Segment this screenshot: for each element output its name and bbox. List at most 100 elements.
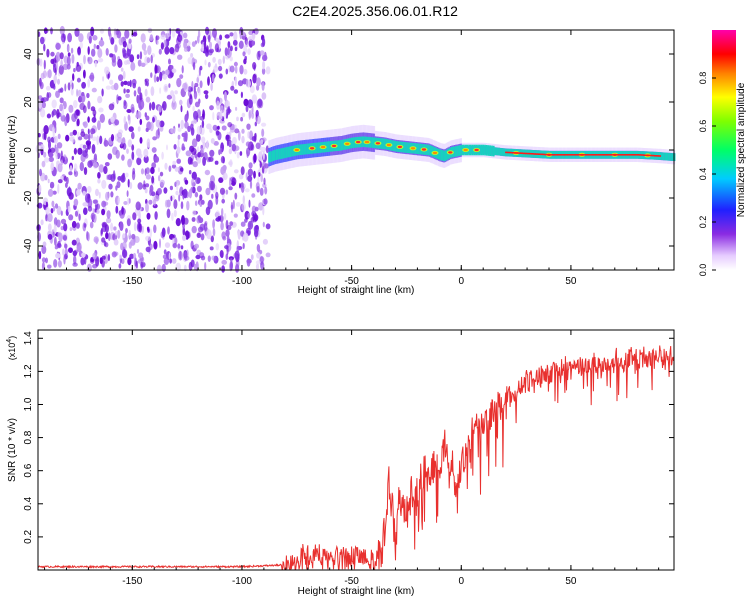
spectrogram-noise-cell (60, 226, 64, 231)
spectrogram-noise-cell (172, 243, 178, 249)
spectrogram-noise-cell (40, 36, 45, 45)
spectrogram-noise-cell (79, 102, 85, 111)
spectrogram-noise-cell (180, 105, 183, 113)
spectrogram-noise-cell (67, 32, 72, 43)
spectrogram-noise-cell (157, 105, 162, 113)
spectrogram-noise-cell (82, 121, 86, 126)
ridge-core (492, 145, 495, 157)
spectrogram-noise-cell (39, 82, 42, 87)
spectrogram-noise-cell (196, 156, 202, 164)
spectrogram-noise-cell (71, 155, 75, 161)
spectrogram-noise-cell (95, 188, 99, 197)
spectrogram-noise-cell (190, 123, 194, 131)
ridge-red-core (603, 154, 607, 156)
spectrogram-noise-cell (157, 167, 160, 173)
spectrogram-noise-cell (159, 87, 162, 94)
spectrogram-noise-cell (242, 51, 246, 57)
snr-x-tick-label: -150 (122, 576, 142, 587)
spectrogram-noise-cell (248, 109, 252, 119)
spectrogram-noise-cell (151, 162, 157, 169)
spectrogram-noise-cell (214, 160, 219, 165)
spectrogram-noise-cell (251, 105, 254, 115)
spectrogram-noise-cell (123, 80, 128, 86)
spectrogram-noise-cell (110, 191, 114, 198)
spectrogram-noise-cell (210, 138, 215, 144)
spectrogram-noise-cell (256, 77, 261, 87)
spectrogram-noise-cell (84, 193, 90, 203)
ridge-core (501, 148, 504, 156)
spectrogram-noise-cell (118, 37, 124, 46)
spectrogram-noise-cell (101, 237, 106, 243)
spectrogram-noise-cell (59, 52, 64, 60)
ridge-core (663, 152, 665, 161)
spectrogram-noise-cell (59, 103, 63, 112)
ridge-red-core (564, 154, 567, 156)
ridge-red-core (579, 154, 583, 156)
ridge-red-core (560, 154, 563, 156)
spectrogram-noise-cell (146, 57, 151, 64)
spectrogram-noise-cell (248, 162, 253, 169)
spectrogram-noise-cell (229, 221, 234, 227)
spectrogram-noise-cell (251, 112, 255, 119)
spectrogram-noise-cell (227, 41, 231, 49)
spectrogram-noise-cell (66, 63, 71, 70)
spectrogram-noise-cell (232, 199, 235, 210)
ridge-core (470, 144, 472, 156)
spectrogram-noise-cell (241, 112, 246, 118)
ridge-core (442, 150, 444, 161)
ridge-red-core (511, 152, 515, 154)
spectrogram-noise-cell (249, 85, 255, 94)
spectrogram-noise-cell (98, 191, 101, 199)
spectrogram-noise-cell (157, 187, 163, 195)
ridge-core (382, 138, 385, 150)
ridge-red-core (531, 153, 534, 155)
spectrogram-noise-cell (194, 101, 200, 108)
spectrogram-noise-cell (154, 156, 160, 163)
ridge-red-core (566, 154, 569, 156)
spectrogram-noise-cell (256, 186, 260, 193)
spectrogram-noise-cell (234, 124, 237, 129)
spectrogram-noise-cell (80, 93, 86, 103)
spectrogram-noise-cell (174, 43, 180, 53)
spectrogram-noise-cell (191, 217, 196, 222)
ridge-core (273, 150, 276, 161)
spectrogram-noise-cell (176, 146, 181, 155)
spectrogram-noise-cell (163, 39, 167, 48)
spectrogram-noise-cell (71, 54, 75, 64)
ridge-core (499, 148, 502, 156)
ridge-red-core (638, 154, 642, 156)
spectrogram-noise-cell (216, 111, 222, 120)
ridge-red-core (584, 154, 587, 156)
spectrogram-noise-cell (225, 219, 229, 230)
spectrogram-noise-cell (101, 208, 106, 216)
spectrogram-noise-cell (263, 198, 268, 205)
spectrogram-noise-cell (183, 40, 188, 49)
spectrogram-noise-cell (129, 253, 135, 259)
spectrogram-noise-cell (110, 222, 114, 232)
spectrogram-noise-cell (36, 224, 41, 232)
spectrogram-noise-cell (82, 144, 87, 149)
spectrogram-noise-cell (178, 123, 180, 129)
spectrogram-noise-cell (197, 215, 201, 221)
ridge-peak (432, 151, 438, 155)
ridge-red-core (551, 154, 554, 156)
spectrogram-noise-cell (191, 225, 197, 234)
spectrogram-noise-cell (200, 199, 205, 205)
spectrogram-noise-cell (246, 258, 251, 267)
spectrogram-noise-cell (87, 142, 91, 150)
ridge-core (454, 146, 457, 157)
spectrogram-noise-cell (99, 257, 103, 265)
spectrogram-noise-cell (91, 48, 96, 57)
spectrogram-noise-cell (128, 115, 131, 125)
ridge-core (503, 148, 506, 157)
ridge-peak (386, 143, 392, 147)
spectrogram-noise-cell (205, 26, 210, 35)
ridge-core (275, 149, 278, 160)
spectrogram-noise-cell (248, 38, 254, 48)
spectrogram-noise-cell (111, 59, 117, 67)
spectrogram-noise-cell (55, 61, 59, 71)
spectrogram-noise-cell (243, 98, 249, 107)
spectrogram-noise-cell (111, 251, 117, 258)
spectrogram-noise-cell (240, 221, 246, 227)
ridge-core (317, 142, 320, 154)
